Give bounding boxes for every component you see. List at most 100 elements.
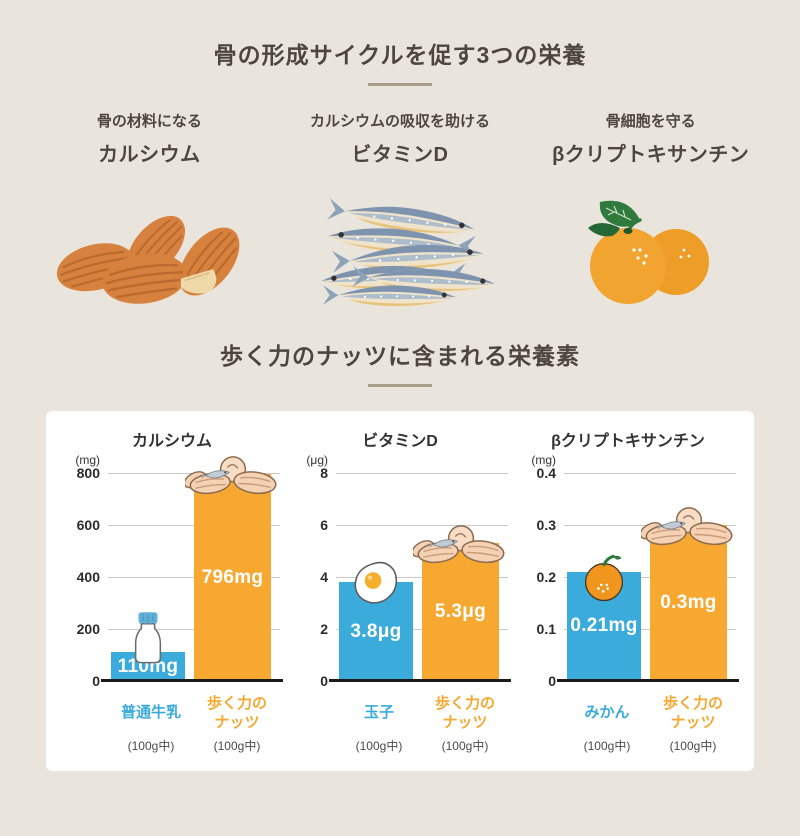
- per-label: (100g中): [355, 739, 403, 753]
- y-tick: 400: [76, 569, 100, 585]
- chart-title: ビタミンD: [362, 433, 438, 450]
- fried-egg-icon: [354, 562, 398, 604]
- almonds-icon: [50, 204, 252, 309]
- y-tick: 2: [320, 621, 328, 637]
- gridline: [564, 473, 736, 474]
- category-label: 歩く力のナッツ: [434, 694, 495, 732]
- nutrient-col-vitamin-d: カルシウムの吸収を助ける ビタミンD: [275, 110, 526, 309]
- per-label: (100g中): [583, 739, 631, 753]
- sardines-icon: [320, 197, 496, 309]
- y-tick: 0: [320, 673, 328, 689]
- bar-value: 796mg: [201, 566, 264, 588]
- x-label-nuts: 歩く力のナッツ (100g中): [650, 692, 736, 754]
- page-title: 骨の形成サイクルを促す3つの栄養: [213, 42, 587, 68]
- nutrient-col-calcium: 骨の材料になる カルシウム: [24, 110, 275, 309]
- chart-title: βクリプトキサンチン: [551, 433, 705, 450]
- nutrient-role: 骨細胞を守る: [605, 113, 696, 130]
- y-tick: 0.1: [536, 621, 556, 637]
- chart-body: (mg) 800 600 400 200 0: [64, 453, 283, 689]
- almonds-illustration: [24, 181, 275, 309]
- y-tick: 4: [320, 569, 328, 585]
- nuts-icon: [412, 525, 506, 565]
- nutrient-name: ビタミンD: [351, 144, 449, 166]
- x-label-egg: 玉子 (100g中): [336, 692, 422, 754]
- nutrient-col-b-cryptoxanthin: 骨細胞を守る βクリプトキサンチン: [525, 110, 776, 309]
- category-label: 玉子: [363, 704, 394, 722]
- title-underline: [368, 83, 432, 86]
- y-axis-unit: (mg): [75, 453, 100, 467]
- y-axis: (μg) 8 6 4 2 0: [292, 453, 336, 689]
- y-tick: 8: [320, 465, 328, 481]
- plot-area: 3.8μg 5.3μg: [329, 473, 511, 682]
- x-axis-baseline: [101, 679, 283, 682]
- x-axis-baseline: [557, 679, 739, 682]
- bar-nuts: 0.3mg: [640, 507, 734, 681]
- nutrient-name: βクリプトキサンチン: [552, 144, 750, 166]
- x-label-nuts: 歩く力のナッツ (100g中): [194, 692, 280, 754]
- bar-nuts: 5.3μg: [412, 525, 506, 681]
- bar-milk: 110mg: [111, 612, 185, 681]
- bar-value: 0.3mg: [660, 592, 717, 613]
- y-axis: (mg) 0.4 0.3 0.2 0.1 0: [520, 453, 564, 689]
- y-tick: 0.2: [536, 569, 556, 585]
- category-label: 歩く力のナッツ: [206, 694, 267, 732]
- bar-value: 5.3μg: [434, 601, 487, 623]
- bar-value: 3.8μg: [350, 620, 402, 642]
- oranges-illustration: [525, 181, 776, 309]
- nutrient-name: カルシウム: [98, 144, 201, 166]
- chart-title: カルシウム: [131, 433, 212, 450]
- x-label-milk: 普通牛乳 (100g中): [108, 692, 194, 754]
- y-axis-unit: (μg): [306, 453, 328, 467]
- y-tick: 0.4: [536, 465, 556, 481]
- per-label: (100g中): [213, 739, 261, 753]
- bar-mikan: 0.21mg: [567, 554, 641, 681]
- chart-calcium: カルシウム (mg) 800 600 400 200 0: [64, 427, 283, 754]
- bar-egg: 3.8μg: [339, 562, 413, 681]
- per-label: (100g中): [441, 739, 489, 753]
- y-tick: 0: [548, 673, 556, 689]
- nuts-icon: [640, 507, 734, 546]
- x-label-nuts: 歩く力のナッツ (100g中): [422, 692, 508, 754]
- sardines-illustration: [275, 181, 526, 309]
- y-axis-unit: (mg): [531, 453, 556, 467]
- chart-beta-cryptoxanthin: βクリプトキサンチン (mg) 0.4 0.3 0.2 0.1 0: [520, 427, 739, 754]
- x-labels: みかん (100g中) 歩く力のナッツ (100g中): [520, 692, 736, 754]
- category-label: 普通牛乳: [120, 704, 181, 722]
- category-label: みかん: [584, 704, 630, 722]
- y-tick: 6: [320, 517, 328, 533]
- x-labels: 玉子 (100g中) 歩く力のナッツ (100g中): [292, 692, 508, 754]
- chart-vitamin-d: ビタミンD (μg) 8 6 4 2 0: [292, 427, 511, 754]
- x-axis-baseline: [329, 679, 511, 682]
- milk-bottle-icon: [134, 612, 162, 664]
- y-tick: 0.3: [536, 517, 556, 533]
- mikan-icon: [584, 554, 624, 601]
- gridline: [336, 525, 508, 526]
- nuts-icon: [184, 456, 278, 496]
- gridline: [336, 473, 508, 474]
- bar-value: 0.21mg: [570, 615, 638, 637]
- nutrient-role: 骨の材料になる: [96, 113, 202, 130]
- chart-body: (μg) 8 6 4 2 0: [292, 453, 511, 689]
- x-labels: 普通牛乳 (100g中) 歩く力のナッツ (100g中): [64, 692, 280, 754]
- per-label: (100g中): [669, 739, 717, 753]
- y-tick: 0: [92, 673, 100, 689]
- plot-area: 110mg 796mg: [101, 456, 283, 682]
- y-tick: 600: [76, 517, 100, 533]
- section-title: 歩く力のナッツに含まれる栄養素: [220, 343, 580, 369]
- plot-area: 0.21mg 0.3mg: [557, 473, 739, 682]
- category-label: 歩く力のナッツ: [662, 694, 723, 732]
- chart-body: (mg) 0.4 0.3 0.2 0.1 0: [520, 453, 739, 689]
- per-label: (100g中): [127, 739, 175, 753]
- bar-nuts: 796mg: [184, 456, 278, 681]
- bar-value: 110mg: [117, 655, 179, 677]
- y-tick: 800: [76, 465, 100, 481]
- x-label-mikan: みかん (100g中): [564, 692, 650, 754]
- nutrient-role: カルシウムの吸収を助ける: [310, 113, 491, 130]
- y-axis: (mg) 800 600 400 200 0: [64, 453, 108, 689]
- section-title-underline: [368, 384, 432, 387]
- y-tick: 200: [76, 621, 100, 637]
- oranges-icon: [587, 200, 709, 304]
- nutrient-columns: 骨の材料になる カルシウム カルシウムの吸収を助ける ビタミンD: [0, 110, 800, 309]
- charts-row: カルシウム (mg) 800 600 400 200 0: [64, 427, 739, 754]
- charts-card: カルシウム (mg) 800 600 400 200 0: [46, 411, 754, 771]
